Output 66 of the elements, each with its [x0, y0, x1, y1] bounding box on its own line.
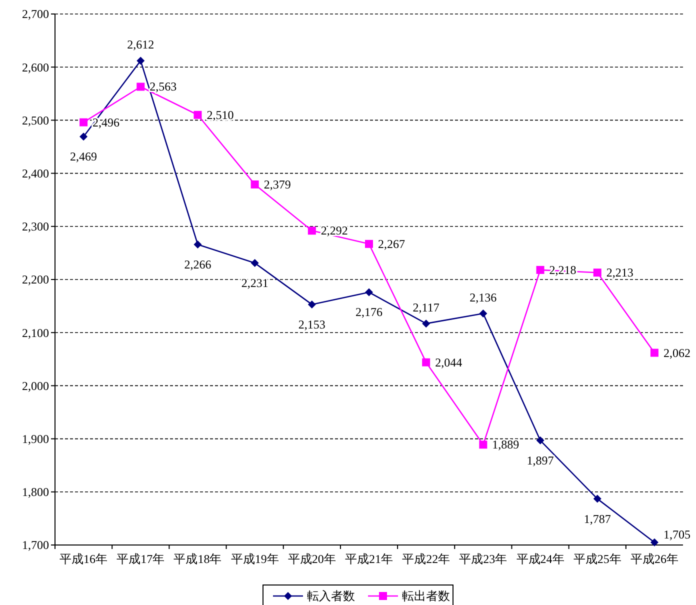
y-tick-label: 2,000 [22, 378, 49, 393]
point [80, 118, 88, 126]
data-label: 2,510 [206, 108, 234, 122]
y-tick-label: 1,800 [22, 485, 49, 500]
point [250, 259, 259, 268]
point [536, 266, 544, 274]
data-label: 2,469 [70, 150, 98, 164]
legend-label: 転入者数 [307, 589, 355, 604]
y-tick-label: 2,200 [22, 272, 49, 287]
point [136, 82, 145, 91]
x-tick-label: 平成25年 [573, 552, 622, 566]
y-tick-label: 2,300 [22, 220, 49, 234]
x-tick-label: 平成26年 [630, 552, 678, 566]
data-label: 2,044 [435, 355, 462, 370]
y-tick-label: 2,500 [22, 113, 49, 128]
point [365, 240, 373, 248]
y-tick-label: 2,600 [22, 60, 49, 74]
point [479, 440, 488, 449]
data-label: 2,153 [298, 317, 326, 332]
point [593, 494, 602, 503]
data-label: 1,787 [584, 512, 611, 526]
point [593, 268, 602, 277]
x-tick-label: 平成23年 [459, 552, 508, 566]
point [650, 348, 658, 357]
point [536, 436, 544, 444]
point [422, 358, 430, 366]
x-tick-label: 平成20年 [288, 552, 336, 566]
y-tick-label: 2,400 [22, 166, 49, 180]
legend-label: 転出者数 [402, 589, 450, 604]
data-label: 1,889 [492, 438, 520, 452]
point [365, 288, 373, 296]
data-label: 2,136 [470, 290, 497, 304]
point [650, 538, 658, 546]
point [479, 309, 488, 318]
data-label: 1,705 [663, 527, 690, 542]
point [308, 300, 316, 308]
point [422, 320, 430, 328]
data-label: 2,266 [184, 257, 212, 272]
point [194, 240, 202, 248]
data-label: 2,379 [264, 177, 291, 192]
data-label: 2,231 [241, 276, 268, 290]
point [194, 110, 202, 119]
y-tick-label: 2,700 [22, 7, 49, 22]
x-tick-label: 平成17年 [116, 552, 165, 566]
y-tick-label: 1,700 [22, 538, 49, 552]
data-label: 2,213 [606, 266, 634, 280]
point [308, 226, 316, 235]
data-label: 2,176 [356, 305, 382, 320]
x-tick-label: 平成24年 [516, 552, 564, 566]
y-tick-label: 1,900 [22, 432, 49, 446]
data-label: 2,117 [412, 300, 440, 315]
data-label: 2,612 [127, 38, 154, 52]
x-tick-label: 平成19年 [230, 552, 279, 566]
x-tick-label: 平成18年 [174, 552, 222, 566]
data-label: 1,897 [526, 453, 554, 468]
x-tick-label: 平成16年 [60, 552, 108, 566]
data-label: 2,292 [320, 224, 348, 238]
point [250, 180, 259, 188]
y-tick-label: 2,100 [22, 326, 49, 340]
x-tick-label: 平成21年 [345, 552, 393, 566]
data-label: 2,267 [378, 236, 405, 251]
x-tick-label: 平成22年 [402, 552, 450, 566]
point [80, 132, 88, 141]
data-label: 2,563 [150, 80, 177, 94]
point [136, 56, 145, 65]
data-label: 2,062 [663, 346, 690, 360]
